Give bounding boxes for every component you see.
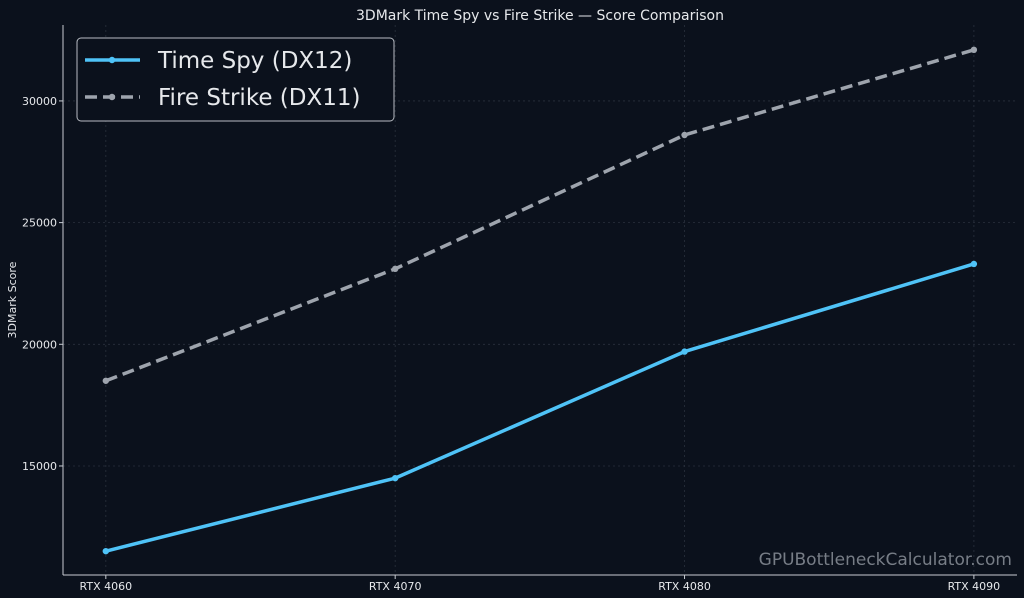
data-point-fire-strike-dx11 [681,131,688,139]
chart-title: 3DMark Time Spy vs Fire Strike — Score C… [356,8,724,24]
data-point-time-spy-dx12 [391,474,399,482]
legend-marker-fire-strike-dx11 [108,93,116,101]
legend-marker-time-spy-dx12 [108,56,116,64]
series-group [102,46,978,555]
y-axis-label: 3DMark Score [6,261,19,338]
legend-box [76,37,395,122]
legend-label-fire-strike-dx11: Fire Strike (DX11) [158,85,360,111]
axes: 15000 20000 25000 30000 RTX 4060 RTX 4070 RTX … [22,25,1017,593]
x-tick-label: RTX 4060 [80,580,133,593]
data-point-time-spy-dx12 [102,547,110,555]
y-tick-label: 20000 [22,338,57,351]
x-tick-label: RTX 4070 [369,580,422,593]
legend: Time Spy (DX12) Fire Strike (DX11) [76,37,395,122]
series-line-time-spy-dx12 [105,262,975,553]
watermark: GPUBottleneckCalculator.com [759,550,1012,570]
y-tick-label: 15000 [22,460,57,473]
y-tick-label: 25000 [22,217,57,230]
data-point-fire-strike-dx11 [391,265,399,273]
data-point-fire-strike-dx11 [102,377,110,384]
x-tick-label: RTX 4090 [948,580,1001,593]
y-tick-label: 30000 [22,95,57,108]
legend-label-time-spy-dx12: Time Spy (DX12) [157,48,352,74]
data-point-time-spy-dx12 [970,260,978,268]
x-tick-label: RTX 4080 [658,580,711,593]
series-line-fire-strike-dx11 [105,48,975,383]
data-point-fire-strike-dx11 [970,46,978,54]
grid [63,25,1017,575]
data-point-time-spy-dx12 [681,348,688,355]
